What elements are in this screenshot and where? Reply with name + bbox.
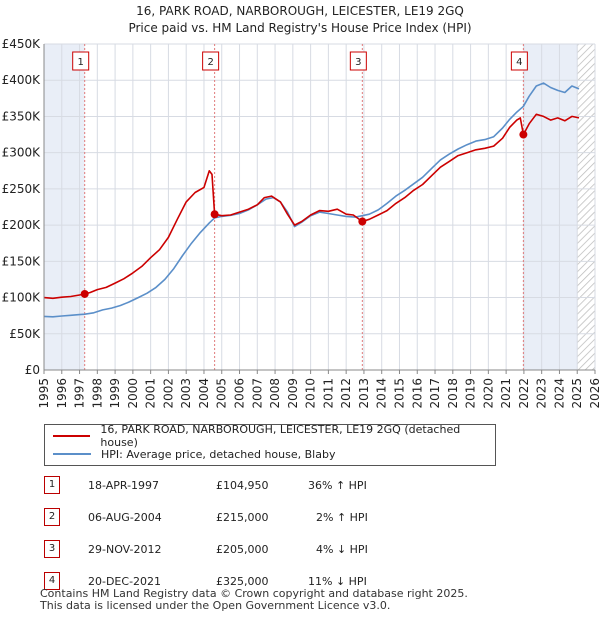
x-tick-label: 1999 xyxy=(108,378,122,409)
forecast-hatch xyxy=(577,44,595,370)
x-tick-label: 2010 xyxy=(304,378,318,409)
footer: Contains HM Land Registry data © Crown c… xyxy=(40,588,468,612)
footer-license: This data is licensed under the Open Gov… xyxy=(40,599,391,612)
x-tick-label: 2005 xyxy=(215,378,229,409)
sale-point xyxy=(358,217,367,226)
x-tick-label: 2025 xyxy=(570,378,584,409)
sale-point xyxy=(519,130,528,139)
x-tick-label: 2001 xyxy=(144,378,158,409)
sale-gap-band xyxy=(214,44,363,370)
table-row: 4 20-DEC-2021 £325,000 11% ↓ HPI xyxy=(44,572,384,592)
sale-gap-band xyxy=(362,44,524,370)
sale-point xyxy=(210,210,219,219)
sale-number-badge: 2 xyxy=(44,508,60,526)
sale-number-badge: 1 xyxy=(44,476,60,494)
sale-label-box xyxy=(349,51,367,71)
sale-date: 18-APR-1997 xyxy=(88,479,160,492)
y-tick-label: £400K xyxy=(2,73,42,87)
y-tick-label: £100K xyxy=(2,291,42,305)
x-tick-label: 2019 xyxy=(464,378,478,409)
chart-subtitle: Price paid vs. HM Land Registry's House … xyxy=(128,21,472,35)
x-tick-label: 2011 xyxy=(321,378,335,409)
sale-price: £215,000 xyxy=(216,511,269,524)
y-tick-label: £0 xyxy=(25,363,40,377)
sale-label-text: 4 xyxy=(516,57,522,68)
sale-date: 20-DEC-2021 xyxy=(88,575,162,588)
x-tick-label: 2023 xyxy=(535,378,549,409)
x-tick-label: 2006 xyxy=(233,378,247,409)
sale-price: £325,000 xyxy=(216,575,269,588)
sale-hpi-delta: 11% ↓ HPI xyxy=(308,575,367,588)
x-tick-label: 2017 xyxy=(428,378,442,409)
legend-item-hpi: HPI: Average price, detached house, Blab… xyxy=(53,445,335,463)
sale-label-2: 2 xyxy=(202,51,220,71)
x-tick-label: 2008 xyxy=(268,378,282,409)
x-tick-label: 2003 xyxy=(179,378,193,409)
chart-legend: 16, PARK ROAD, NARBOROUGH, LEICESTER, LE… xyxy=(44,423,496,466)
y-tick-label: £450K xyxy=(2,37,42,51)
sale-point xyxy=(80,289,89,298)
sale-number-badge: 3 xyxy=(44,540,60,558)
x-tick-label: 1996 xyxy=(55,378,69,409)
sale-label-box xyxy=(72,51,90,71)
x-tick-label: 2012 xyxy=(339,378,353,409)
legend-item-property: 16, PARK ROAD, NARBOROUGH, LEICESTER, LE… xyxy=(53,423,495,449)
x-tick-label: 2016 xyxy=(410,378,424,409)
sale-hpi-delta: 4% ↓ HPI xyxy=(316,543,368,556)
x-tick-label: 2024 xyxy=(552,378,566,409)
sale-label-1: 1 xyxy=(72,51,90,71)
x-tick-label: 1997 xyxy=(73,378,87,409)
x-tick-label: 2002 xyxy=(161,378,175,409)
sale-date: 06-AUG-2004 xyxy=(88,511,162,524)
y-tick-label: £250K xyxy=(2,182,42,196)
y-tick-label: £50K xyxy=(9,327,41,341)
y-tick-label: £200K xyxy=(2,218,42,232)
x-tick-label: 2014 xyxy=(375,378,389,409)
legend-label-property: 16, PARK ROAD, NARBOROUGH, LEICESTER, LE… xyxy=(100,423,461,449)
sale-number-badge: 4 xyxy=(44,572,60,590)
x-tick-label: 2007 xyxy=(250,378,264,409)
sale-label-3: 3 xyxy=(349,51,367,71)
x-tick-label: 2004 xyxy=(197,378,211,409)
sale-label-box xyxy=(202,51,220,71)
sale-label-text: 2 xyxy=(207,57,213,68)
price-chart: 1 2 3 4 £0 £50K £100K £150K £200K £250K £300K £350K… xyxy=(2,37,600,409)
sale-label-text: 3 xyxy=(355,57,361,68)
x-tick-label: 2018 xyxy=(446,378,460,409)
sale-label-text: 1 xyxy=(78,57,84,68)
y-tick-label: £350K xyxy=(2,109,42,123)
table-row: 1 18-APR-1997 £104,950 36% ↑ HPI xyxy=(44,476,384,496)
x-tick-label: 2022 xyxy=(517,378,531,409)
x-tick-label: 1998 xyxy=(90,378,104,409)
sale-label-box xyxy=(510,51,528,71)
hpi-line xyxy=(43,82,580,318)
sale-hpi-delta: 2% ↑ HPI xyxy=(316,511,368,524)
sale-label-4: 4 xyxy=(510,51,528,71)
y-tick-label: £300K xyxy=(2,146,42,160)
chart-title: 16, PARK ROAD, NARBOROUGH, LEICESTER, LE… xyxy=(136,4,464,18)
legend-swatch-property xyxy=(53,435,91,437)
x-tick-label: 2000 xyxy=(126,378,140,409)
x-tick-label: 2015 xyxy=(392,378,406,409)
table-row: 3 29-NOV-2012 £205,000 4% ↓ HPI xyxy=(44,540,384,560)
legend-label-hpi: HPI: Average price, detached house, Blab… xyxy=(101,447,336,461)
x-tick-label: 2009 xyxy=(286,378,300,409)
sale-price: £104,950 xyxy=(216,479,269,492)
sale-date: 29-NOV-2012 xyxy=(88,543,162,556)
sale-price: £205,000 xyxy=(216,543,269,556)
legend-swatch-hpi xyxy=(53,453,91,455)
x-tick-label: 2013 xyxy=(357,378,371,409)
property-price-line xyxy=(43,113,580,300)
table-row: 2 06-AUG-2004 £215,000 2% ↑ HPI xyxy=(44,508,384,528)
footer-copyright: Contains HM Land Registry data © Crown c… xyxy=(40,587,468,600)
y-tick-label: £150K xyxy=(2,254,42,268)
x-tick-label: 1995 xyxy=(37,378,51,409)
x-tick-label: 2020 xyxy=(481,378,495,409)
x-tick-label: 2021 xyxy=(499,378,513,409)
sale-gap-band xyxy=(84,44,215,370)
sale-hpi-delta: 36% ↑ HPI xyxy=(308,479,367,492)
x-tick-label: 2026 xyxy=(588,378,600,409)
